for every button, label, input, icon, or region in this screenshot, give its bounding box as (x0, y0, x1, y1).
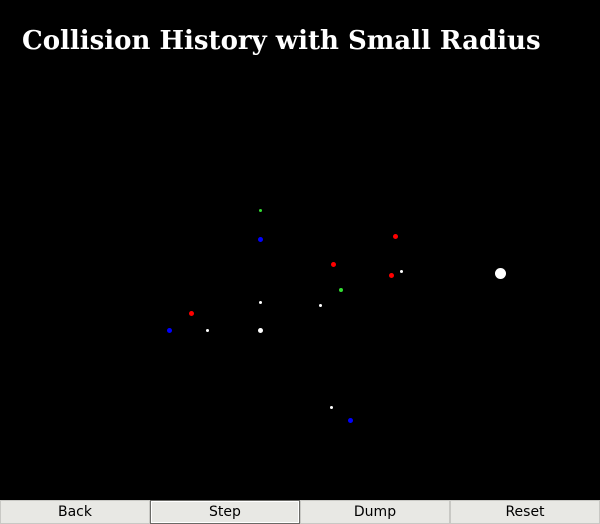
particle-blue (166, 327, 172, 333)
dump-button[interactable]: Dump (300, 500, 450, 524)
particle-blue (347, 417, 353, 423)
particle-red (188, 310, 194, 316)
particle-white (318, 303, 322, 307)
particle-blue (257, 236, 263, 242)
particle-white (494, 267, 506, 279)
back-button[interactable]: Back (0, 500, 150, 524)
particle-white (399, 269, 403, 273)
simulation-canvas (166, 208, 506, 423)
particle-white (205, 328, 209, 332)
particle-green (258, 208, 262, 212)
particle-red (388, 272, 394, 278)
reset-button[interactable]: Reset (450, 500, 600, 524)
control-toolbar: Back Step Dump Reset (0, 500, 600, 524)
step-button[interactable]: Step (150, 500, 300, 524)
particle-white (258, 300, 262, 304)
particle-white (329, 405, 333, 409)
particle-red (330, 261, 336, 267)
particle-red (392, 233, 398, 239)
page-title: Collision History with Small Radius (22, 26, 541, 56)
particle-green (339, 288, 343, 292)
particle-white (257, 327, 263, 333)
